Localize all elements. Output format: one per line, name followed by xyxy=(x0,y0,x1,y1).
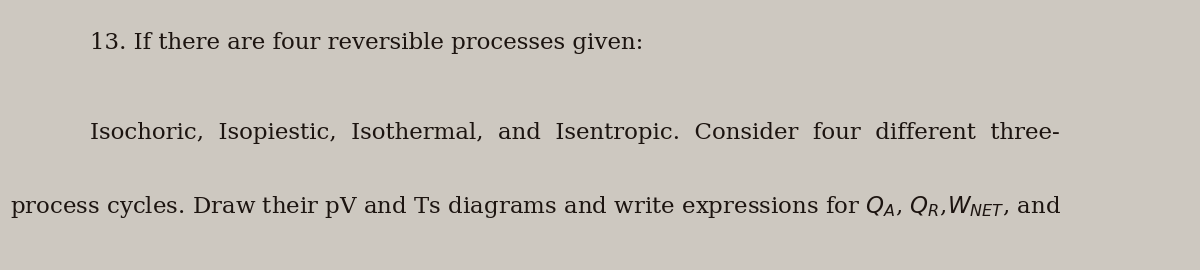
Text: process cycles. Draw their pV and Ts diagrams and write expressions for $Q_A$, $: process cycles. Draw their pV and Ts dia… xyxy=(10,194,1061,220)
Text: Isochoric,  Isopiestic,  Isothermal,  and  Isentropic.  Consider  four  differen: Isochoric, Isopiestic, Isothermal, and I… xyxy=(90,122,1060,143)
Text: 13. If there are four reversible processes given:: 13. If there are four reversible process… xyxy=(90,32,643,54)
Text: e.: e. xyxy=(10,265,30,270)
